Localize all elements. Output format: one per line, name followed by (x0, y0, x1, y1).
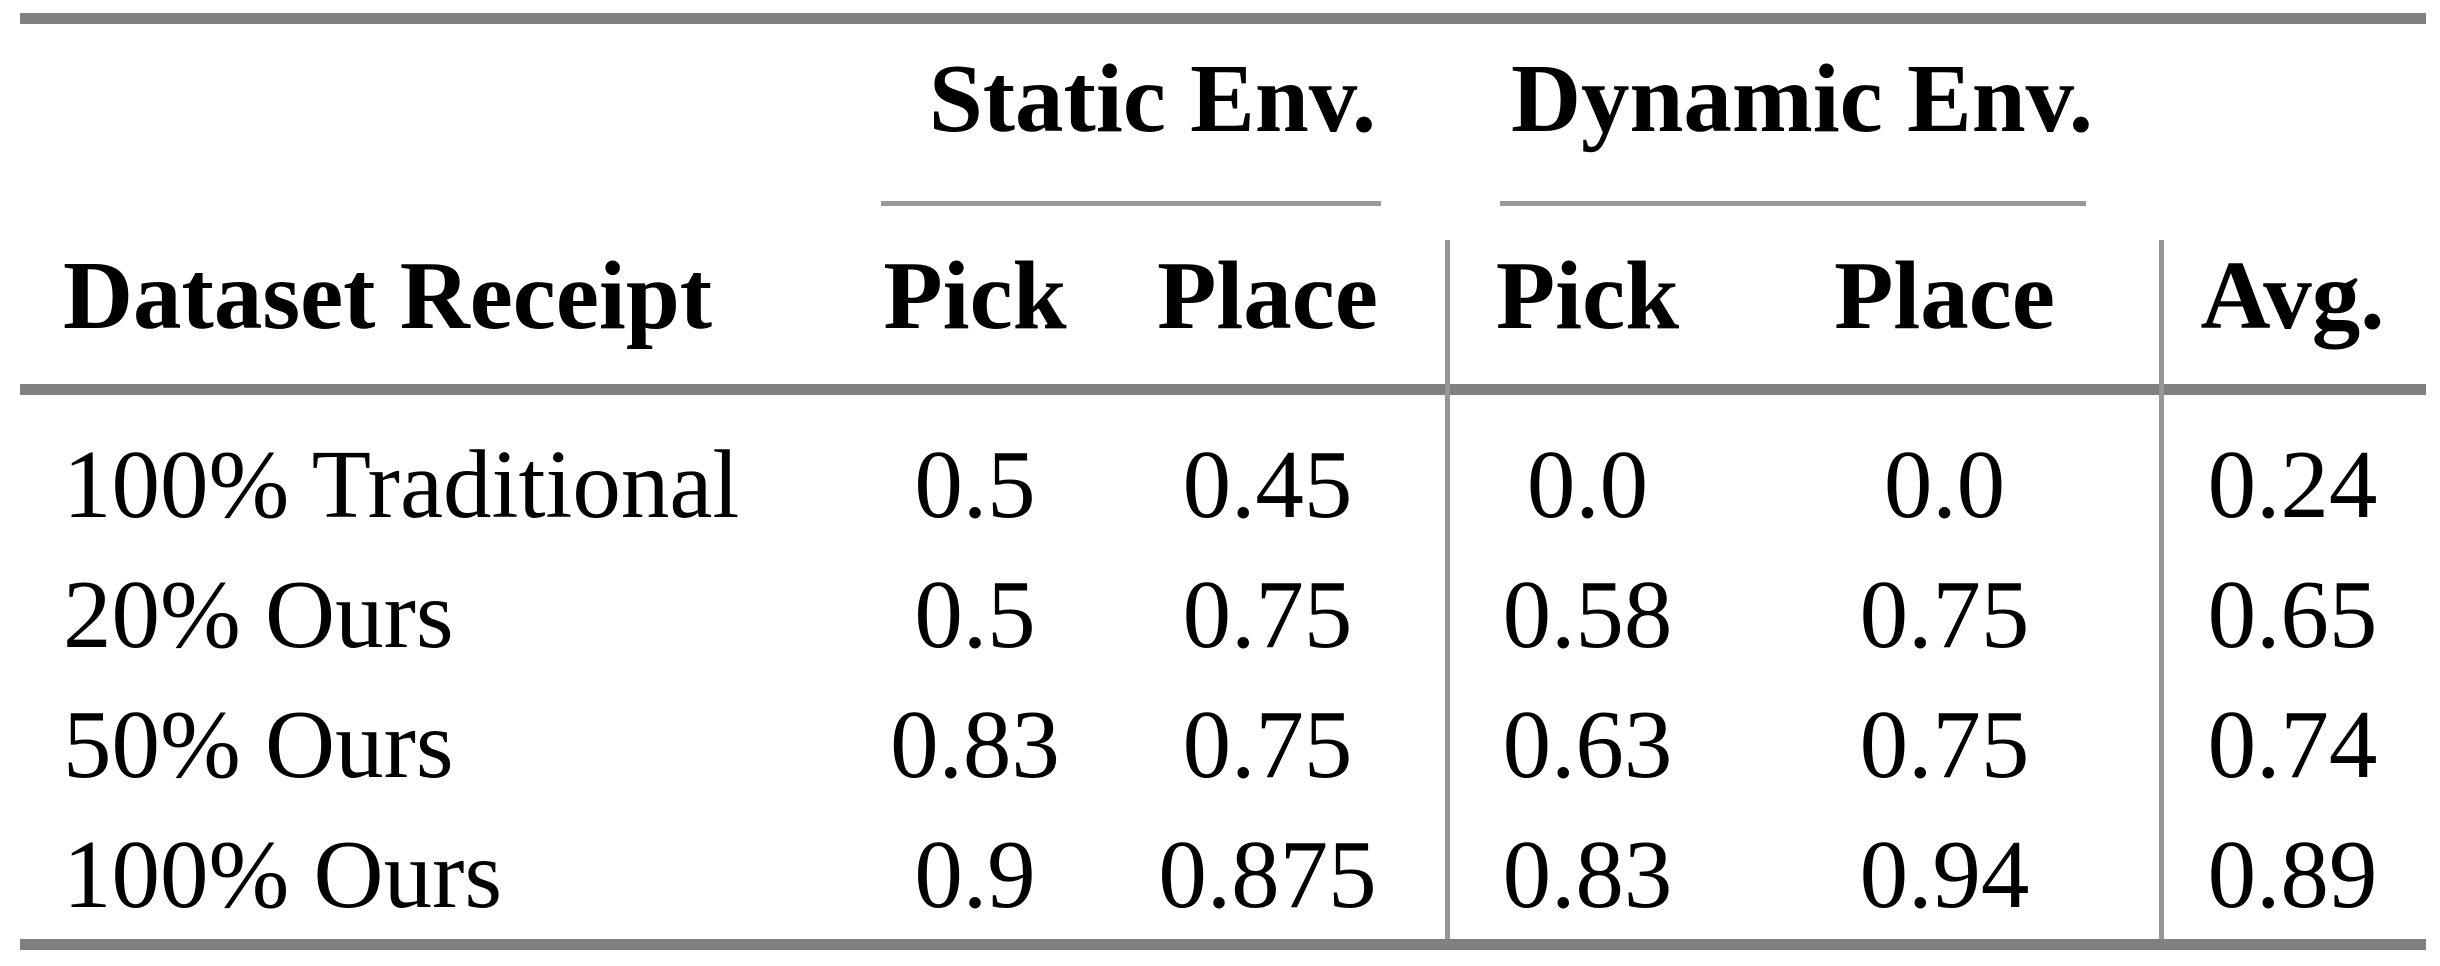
row-label: 100% Traditional (63, 430, 740, 538)
group-header-static-env-label: Static Env. (928, 44, 1377, 152)
bottom-rule (20, 939, 2426, 950)
cell-avg: 0.74 (2207, 690, 2378, 798)
table-row: 20% Ours 0.5 0.75 0.58 0.75 0.65 (20, 549, 2426, 679)
cell-avg: 0.65 (2207, 560, 2378, 668)
cell-dynamic-place: 0.75 (1859, 560, 2030, 668)
cell-dynamic-place: 0.0 (1883, 430, 2006, 538)
cell-avg: 0.89 (2207, 820, 2378, 928)
column-header-static-pick: Pick (883, 241, 1067, 349)
table-row: 50% Ours 0.83 0.75 0.63 0.75 0.74 (20, 679, 2426, 809)
top-rule (20, 13, 2426, 24)
cell-dynamic-pick: 0.63 (1502, 690, 1673, 798)
cell-dynamic-place: 0.75 (1859, 690, 2030, 798)
vertical-separator-dynamic (1445, 240, 1450, 939)
cell-dynamic-pick: 0.83 (1502, 820, 1673, 928)
column-header-row: Dataset Receipt Pick Place Pick Place Av… (20, 206, 2426, 384)
cell-static-pick: 0.9 (914, 820, 1036, 928)
header-separator-rule (20, 384, 2426, 395)
cell-dynamic-place: 0.94 (1859, 820, 2030, 928)
group-header-dynamic-env: Dynamic Env. (1445, 24, 2159, 206)
cell-static-place: 0.875 (1158, 820, 1377, 928)
cell-static-pick: 0.5 (914, 560, 1036, 668)
column-header-dynamic-place: Place (1834, 241, 2055, 349)
cell-static-pick: 0.83 (890, 690, 1060, 798)
cell-static-place: 0.75 (1182, 560, 1353, 668)
group-header-spacer (2159, 24, 2426, 206)
column-header-dataset-receipt: Dataset Receipt (63, 241, 713, 349)
row-label: 50% Ours (63, 690, 454, 798)
cell-dynamic-pick: 0.58 (1502, 560, 1673, 668)
cell-static-pick: 0.5 (914, 430, 1036, 538)
group-header-spacer (20, 24, 860, 206)
vertical-separator-avg (2159, 240, 2164, 939)
table-body: 100% Traditional 0.5 0.45 0.0 0.0 0.24 2… (20, 395, 2426, 939)
cell-static-place: 0.75 (1182, 690, 1353, 798)
cell-avg: 0.24 (2207, 430, 2378, 538)
cell-dynamic-pick: 0.0 (1526, 430, 1649, 538)
dynamic-env-underline (1500, 201, 2086, 206)
column-header-avg: Avg. (2200, 241, 2385, 349)
results-table: Static Env. Dynamic Env. Dataset Receipt… (20, 0, 2426, 950)
row-label: 20% Ours (63, 560, 454, 668)
table-row: 100% Traditional 0.5 0.45 0.0 0.0 0.24 (20, 419, 2426, 549)
cell-static-place: 0.45 (1182, 430, 1353, 538)
group-header-static-env: Static Env. (860, 24, 1445, 206)
group-header-dynamic-env-label: Dynamic Env. (1510, 44, 2094, 152)
group-header-row: Static Env. Dynamic Env. (20, 24, 2426, 206)
table-row: 100% Ours 0.9 0.875 0.83 0.94 0.89 (20, 809, 2426, 939)
column-header-static-place: Place (1157, 241, 1378, 349)
row-label: 100% Ours (63, 820, 503, 928)
column-header-dynamic-pick: Pick (1495, 241, 1680, 349)
static-env-underline (881, 201, 1381, 206)
